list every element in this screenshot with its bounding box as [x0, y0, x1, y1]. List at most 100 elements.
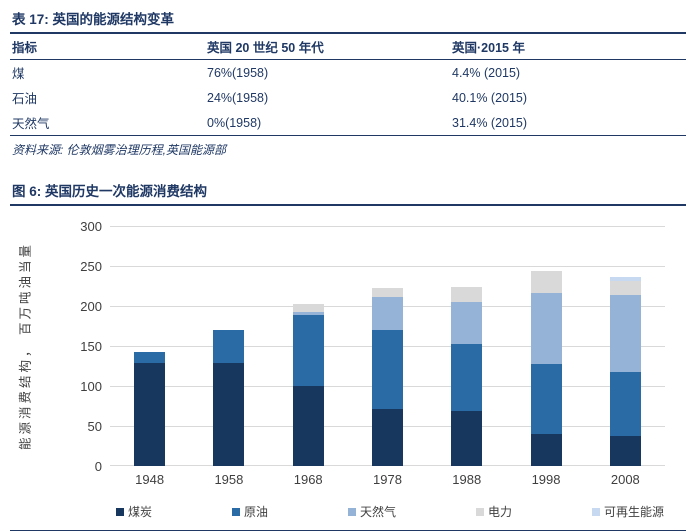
y-tick-label: 100: [80, 379, 102, 394]
col-header-uk-1950s: 英国 20 世纪 50 年代: [205, 34, 450, 60]
bar-segment-煤炭: [292, 386, 324, 466]
legend-marker-icon: [347, 507, 356, 516]
chart-title-rule: [10, 204, 686, 206]
bar-slot-1998: [506, 226, 585, 466]
x-tick-label: 1998: [531, 472, 561, 487]
col-header-uk-2015: 英国·2015 年: [450, 34, 686, 60]
table-row: 天然气 0%(1958) 31.4% (2015): [10, 110, 686, 136]
bar-segment-煤炭: [134, 362, 166, 466]
coal-1958-value: 76%(1958): [207, 65, 269, 80]
bar-slot-1948: [110, 226, 189, 466]
chart-title: 图 6: 英国历史一次能源消费结构: [12, 184, 208, 199]
x-tick-label: 1958: [214, 472, 244, 487]
gas-2015-value: 31.4% (2015): [450, 110, 686, 136]
bar-slot-2008: [586, 226, 665, 466]
stacked-bar-1958: [213, 330, 245, 466]
gas-1958-value: 0%(1958): [205, 110, 450, 136]
y-tick-label: 300: [80, 219, 102, 234]
bar-segment-天然气: [371, 297, 403, 331]
bar-segment-天然气: [609, 294, 641, 372]
bar-segment-煤炭: [451, 410, 483, 466]
x-tick-label: 1978: [373, 472, 402, 487]
bar-segment-煤炭: [530, 434, 562, 466]
legend-marker-icon: [475, 507, 484, 516]
bar-segment-天然气: [292, 311, 324, 315]
energy-structure-table: 指标 英国 20 世纪 50 年代 英国·2015 年 煤 76%(1958) …: [10, 34, 686, 136]
legend-label: 原油: [243, 505, 268, 519]
bar-segment-电力: [530, 270, 562, 294]
legend-label: 电力: [487, 505, 512, 519]
table-row: 煤 76%(1958) 4.4% (2015): [10, 60, 686, 86]
bar-slot-1988: [427, 226, 506, 466]
legend-item-天然气: 天然气: [347, 503, 396, 520]
bar-segment-天然气: [451, 302, 483, 345]
bar-segment-原油: [292, 314, 324, 386]
oil-1958-value: 24%(1958): [207, 90, 269, 105]
row-label-oil: 石油: [12, 92, 38, 106]
stacked-bar-2008: [609, 277, 641, 466]
bars-layer: [110, 226, 665, 466]
bar-segment-原油: [530, 363, 562, 434]
table-row: 石油 24%(1958) 40.1% (2015): [10, 85, 686, 110]
bar-segment-天然气: [530, 293, 562, 364]
x-tick-labels: 1948 1958 1968 1978 1988 1998 2008: [110, 472, 665, 487]
bar-segment-原油: [213, 330, 245, 363]
legend-item-可再生能源: 可再生能源: [591, 503, 664, 520]
row-label-gas: 天然气: [10, 110, 205, 136]
gridline: [110, 266, 665, 267]
legend-item-煤炭: 煤炭: [116, 503, 152, 520]
bar-segment-煤炭: [371, 409, 403, 466]
stacked-bar-chart: 能源消费结构， 百万吨油当量 0 50 100 150 200 250 300: [19, 219, 665, 474]
stacked-bar-1998: [530, 270, 562, 466]
bar-segment-原油: [134, 351, 166, 363]
bar-segment-原油: [371, 330, 403, 410]
legend-marker-icon: [591, 507, 600, 516]
stacked-bar-1948: [134, 351, 166, 466]
stacked-bar-1978: [371, 287, 403, 466]
bar-segment-电力: [292, 304, 324, 312]
bar-segment-煤炭: [609, 436, 641, 466]
bar-slot-1958: [189, 226, 268, 466]
y-tick-label: 250: [80, 259, 102, 274]
legend-item-原油: 原油: [231, 503, 268, 520]
col-header-indicator: 指标: [10, 34, 205, 60]
y-axis-title: 能源消费结构， 百万吨油当量: [18, 242, 33, 450]
bar-segment-原油: [451, 344, 483, 411]
x-tick-label: 1968: [293, 472, 323, 487]
legend-label: 可再生能源: [603, 505, 664, 519]
bar-segment-煤炭: [213, 362, 245, 466]
x-tick-label: 1988: [452, 472, 482, 487]
table-title: 表 17: 英国的能源结构变革: [12, 12, 175, 27]
bar-segment-可再生能源: [609, 277, 641, 282]
gridline: [110, 226, 665, 227]
bar-segment-电力: [451, 286, 483, 303]
x-tick-label: 2008: [610, 472, 640, 487]
stacked-bar-1968: [292, 304, 324, 466]
row-label-coal: 煤: [12, 67, 25, 81]
y-tick-label: 200: [80, 299, 102, 314]
bar-segment-电力: [609, 281, 641, 295]
legend-marker-icon: [231, 507, 240, 516]
oil-2015-value: 40.1% (2015): [452, 90, 528, 105]
chart-legend: 煤炭 原油 天然气 电力 可再生能源: [110, 503, 670, 520]
bar-segment-原油: [609, 371, 641, 437]
bar-slot-1978: [348, 226, 427, 466]
coal-2015-value: 4.4% (2015): [452, 65, 521, 80]
table-source: 资料来源: 伦敦烟雾治理历程,英国能源部: [12, 143, 227, 157]
stacked-bar-1988: [451, 286, 483, 466]
legend-marker-icon: [116, 507, 124, 516]
figure-block: 图 6: 英国历史一次能源消费结构 能源消费结构， 百万吨油当量 0 50 100 1…: [10, 178, 686, 531]
table-title-rule: [10, 32, 686, 34]
y-tick-label: 50: [87, 419, 102, 434]
legend-label: 天然气: [359, 505, 396, 519]
legend-item-电力: 电力: [475, 503, 512, 520]
bar-slot-1968: [269, 226, 348, 466]
y-tick-label: 150: [80, 339, 102, 354]
x-tick-label: 1948: [135, 472, 165, 487]
y-axis-title-wrap: 能源消费结构， 百万吨油当量: [14, 226, 34, 466]
legend-label: 煤炭: [128, 505, 153, 519]
bar-segment-电力: [371, 287, 403, 298]
y-tick-label: 0: [94, 459, 102, 474]
table-header-row: 指标 英国 20 世纪 50 年代 英国·2015 年: [10, 34, 686, 60]
